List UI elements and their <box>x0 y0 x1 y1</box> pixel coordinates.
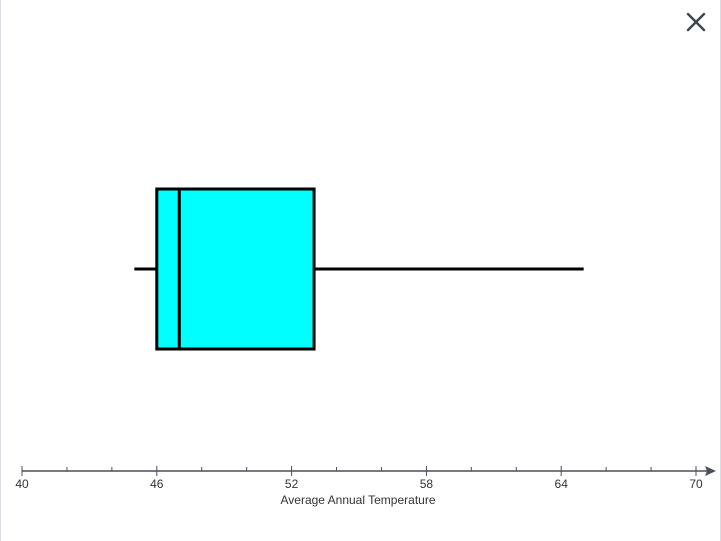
box-plot-marks <box>134 187 584 351</box>
dialog-left-border <box>0 0 1 541</box>
x-tick-label: 52 <box>285 477 299 491</box>
x-axis-arrow <box>705 466 716 476</box>
close-icon <box>686 12 706 32</box>
interquartile-box <box>155 187 316 351</box>
x-tick-label: 70 <box>689 477 703 491</box>
close-button[interactable] <box>680 6 712 38</box>
x-tick-label: 64 <box>555 477 569 491</box>
x-tick-label: 40 <box>15 477 29 491</box>
x-tick-label: 46 <box>150 477 164 491</box>
x-axis-title: Average Annual Temperature <box>281 493 436 507</box>
x-axis: 40 46 52 58 64 70 <box>15 466 716 491</box>
x-tick-label: 58 <box>420 477 434 491</box>
